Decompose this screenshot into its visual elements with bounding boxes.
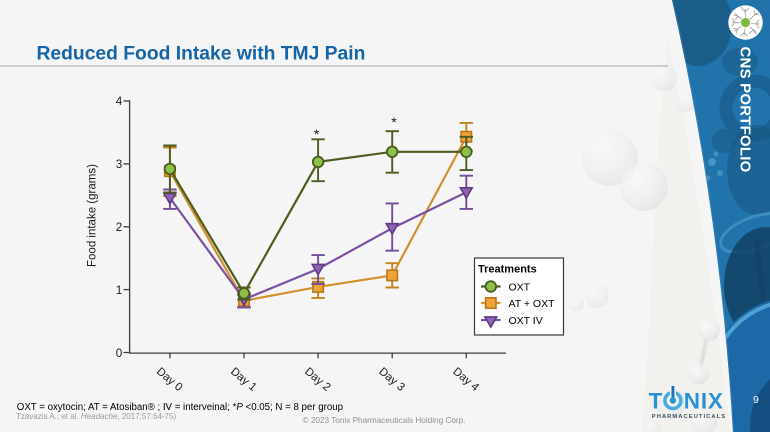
svg-text:*: * xyxy=(314,126,320,142)
svg-text:9: 9 xyxy=(753,394,759,406)
svg-text:OXT: OXT xyxy=(509,281,531,293)
svg-text:3: 3 xyxy=(116,158,123,171)
svg-text:NIX: NIX xyxy=(684,389,724,414)
svg-text:4: 4 xyxy=(116,95,123,108)
svg-text:Reduced Food Intake with TMJ P: Reduced Food Intake with TMJ Pain xyxy=(37,43,366,64)
svg-text:OXT = oxytocin; AT = Atosiban®: OXT = oxytocin; AT = Atosiban® ; IV = in… xyxy=(17,402,343,413)
svg-text:AT + OXT: AT + OXT xyxy=(509,298,556,310)
svg-text:Tzavazis A., et al. Headache,: Tzavazis A., et al. Headache, 2017;57:64… xyxy=(16,412,176,421)
svg-text:CNS PORTFOLIO: CNS PORTFOLIO xyxy=(737,47,754,173)
svg-text:© 2023 Tonix Pharmaceuticals H: © 2023 Tonix Pharmaceuticals Holding Cor… xyxy=(303,416,466,425)
svg-text:2: 2 xyxy=(116,221,123,234)
svg-text:PHARMACEUTICALS: PHARMACEUTICALS xyxy=(652,414,726,420)
svg-text:T: T xyxy=(649,389,663,414)
svg-text:1: 1 xyxy=(116,284,123,297)
svg-text:Food intake (grams): Food intake (grams) xyxy=(87,164,99,267)
svg-text:0: 0 xyxy=(116,347,123,360)
svg-text:Treatments: Treatments xyxy=(478,264,537,276)
svg-text:*: * xyxy=(391,114,397,130)
svg-text:OXT IV: OXT IV xyxy=(509,315,543,327)
